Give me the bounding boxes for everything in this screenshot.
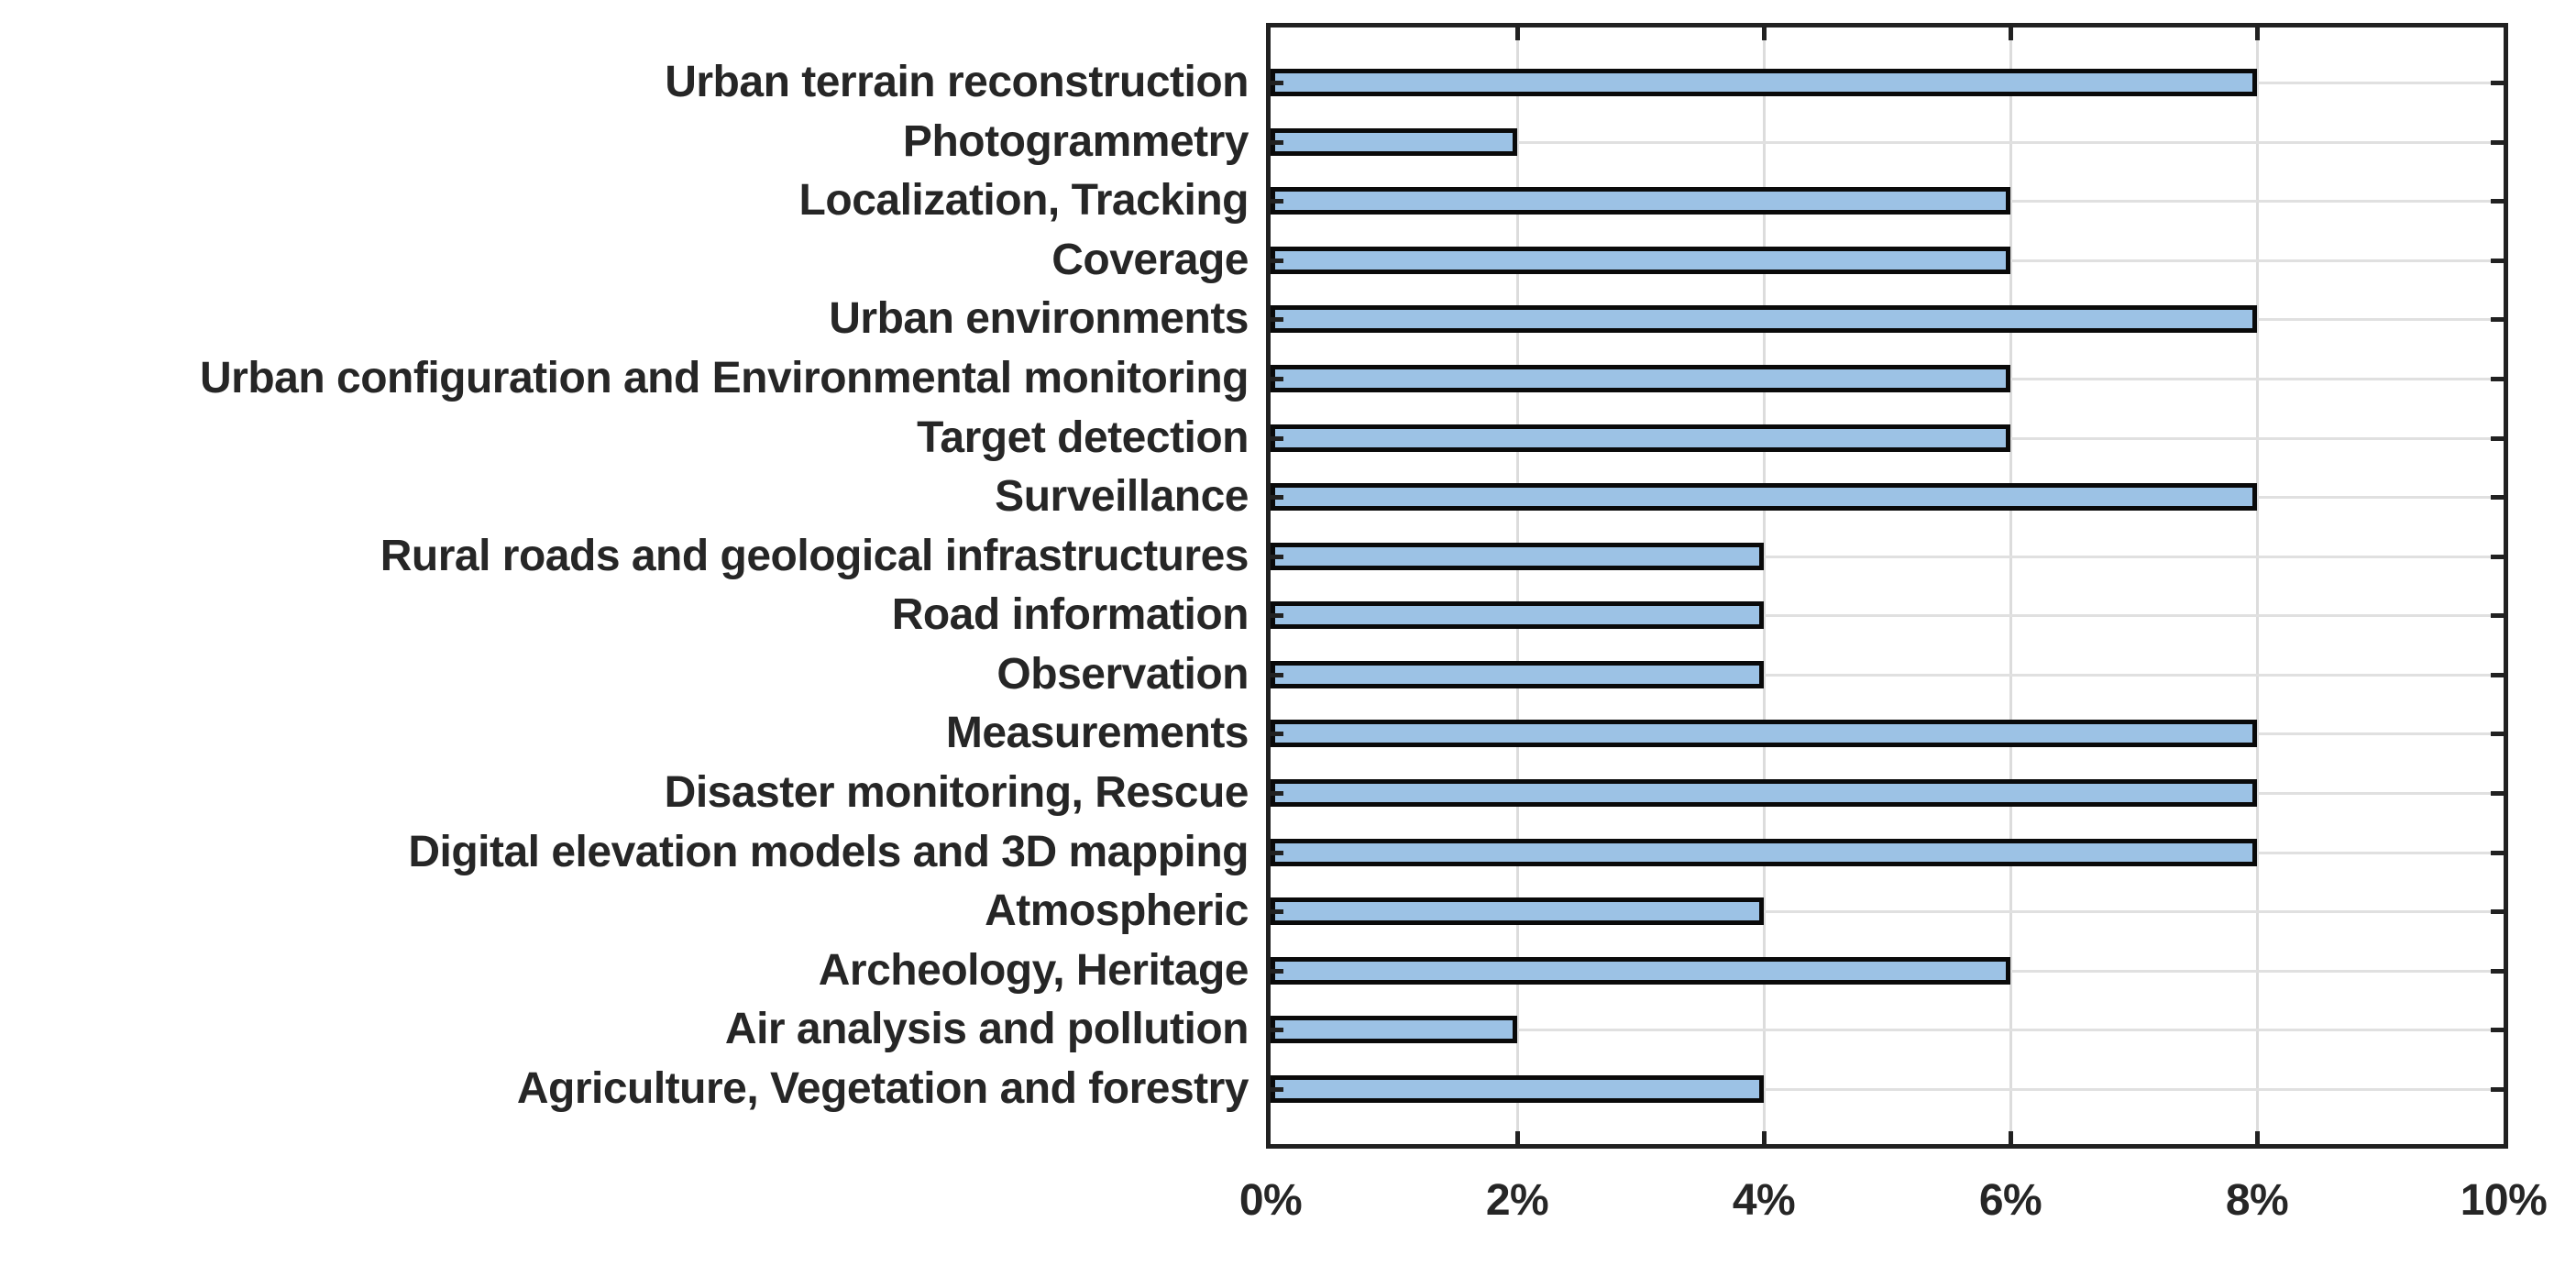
bar-8: [1271, 483, 2257, 511]
x-axis-tick-mark: [1762, 28, 1767, 40]
y-axis-tick-mark: [2491, 377, 2504, 381]
y-axis-tick-mark: [2491, 495, 2504, 500]
bar-2: [1271, 128, 1517, 156]
y-axis-tick-mark: [2491, 436, 2504, 441]
category-label: Agriculture, Vegetation and forestry: [516, 1064, 1249, 1113]
x-tick-label: 10%: [2460, 1176, 2548, 1225]
x-axis-tick-mark: [2009, 28, 2013, 40]
y-axis-tick-mark: [1271, 732, 1283, 736]
y-axis-tick-mark: [1271, 317, 1283, 322]
y-axis-tick-mark: [1271, 791, 1283, 796]
bar-12: [1271, 720, 2257, 747]
horizontal-gridline: [1271, 556, 2504, 558]
bar-11: [1271, 661, 1764, 688]
y-axis-tick-mark: [1271, 1028, 1283, 1032]
y-axis-tick-mark: [2491, 199, 2504, 204]
category-label: Rural roads and geological infrastructur…: [380, 532, 1249, 580]
category-label: Observation: [996, 650, 1249, 699]
y-axis-tick-mark: [2491, 851, 2504, 855]
y-axis-tick-mark: [2491, 969, 2504, 974]
y-axis-tick-mark: [2491, 81, 2504, 85]
category-label: Air analysis and pollution: [724, 1005, 1249, 1053]
x-axis-tick-mark: [1515, 28, 1520, 40]
x-tick-label: 8%: [2225, 1176, 2289, 1225]
bar-9: [1271, 543, 1764, 570]
category-label: Urban terrain reconstruction: [665, 58, 1249, 106]
category-label: Road information: [891, 590, 1249, 639]
bar-18: [1271, 1075, 1764, 1103]
category-label: Digital elevation models and 3D mapping: [408, 828, 1249, 876]
category-label: Target detection: [917, 413, 1249, 462]
bar-17: [1271, 1016, 1517, 1043]
x-axis-tick-mark: [2009, 1131, 2013, 1144]
y-axis-tick-mark: [2491, 613, 2504, 618]
y-axis-tick-mark: [2491, 1087, 2504, 1092]
bar-10: [1271, 601, 1764, 629]
y-axis-tick-mark: [2491, 317, 2504, 322]
plot-area: [1266, 23, 2508, 1149]
y-axis-tick-mark: [1271, 909, 1283, 914]
y-axis-tick-mark: [1271, 81, 1283, 85]
y-axis-tick-mark: [1271, 377, 1283, 381]
bar-7: [1271, 424, 2010, 452]
vertical-gridline: [2256, 28, 2259, 1144]
category-label: Localization, Tracking: [798, 176, 1249, 225]
vertical-gridline: [1763, 28, 1766, 1144]
horizontal-gridline: [1271, 1029, 2504, 1031]
horizontal-gridline: [1271, 614, 2504, 617]
category-label: Surveillance: [995, 472, 1249, 521]
category-label: Measurements: [945, 709, 1249, 757]
y-axis-tick-mark: [2491, 140, 2504, 145]
y-axis-tick-mark: [1271, 1087, 1283, 1092]
category-label: Disaster monitoring, Rescue: [664, 768, 1249, 817]
bar-5: [1271, 305, 2257, 333]
bar-13: [1271, 779, 2257, 807]
y-axis-tick-mark: [2491, 555, 2504, 559]
y-axis-tick-mark: [1271, 259, 1283, 263]
bar-16: [1271, 957, 2010, 985]
bar-3: [1271, 187, 2010, 215]
y-axis-tick-mark: [2491, 909, 2504, 914]
x-tick-label: 6%: [1978, 1176, 2042, 1225]
bar-4: [1271, 247, 2010, 274]
category-label: Photogrammetry: [902, 117, 1249, 166]
x-axis-tick-mark: [2255, 28, 2260, 40]
y-axis-tick-mark: [1271, 851, 1283, 855]
x-axis-tick-mark: [1762, 1131, 1767, 1144]
bar-1: [1271, 69, 2257, 96]
y-axis-tick-mark: [2491, 791, 2504, 796]
x-tick-label: 4%: [1732, 1176, 1796, 1225]
y-axis-tick-mark: [1271, 555, 1283, 559]
x-axis-tick-mark: [1515, 1131, 1520, 1144]
category-label: Coverage: [1051, 236, 1249, 284]
y-axis-tick-mark: [2491, 1028, 2504, 1032]
x-axis-tick-mark: [2255, 1131, 2260, 1144]
horizontal-gridline: [1271, 141, 2504, 144]
y-axis-tick-mark: [2491, 673, 2504, 677]
bar-14: [1271, 839, 2257, 866]
y-axis-tick-mark: [1271, 673, 1283, 677]
category-label: Urban configuration and Environmental mo…: [199, 354, 1249, 402]
bar-15: [1271, 897, 1764, 925]
vertical-gridline: [1516, 28, 1519, 1144]
horizontal-gridline: [1271, 910, 2504, 913]
y-axis-tick-mark: [1271, 613, 1283, 618]
y-axis-tick-mark: [1271, 140, 1283, 145]
horizontal-gridline: [1271, 674, 2504, 677]
x-tick-label: 2%: [1485, 1176, 1549, 1225]
category-label: Atmospheric: [985, 886, 1249, 935]
category-label: Urban environments: [829, 294, 1249, 343]
category-label: Archeology, Heritage: [818, 946, 1249, 995]
y-axis-tick-mark: [2491, 732, 2504, 736]
y-axis-tick-mark: [1271, 495, 1283, 500]
y-axis-tick-mark: [1271, 436, 1283, 441]
bar-6: [1271, 365, 2010, 392]
y-axis-tick-mark: [1271, 969, 1283, 974]
vertical-gridline: [2009, 28, 2012, 1144]
x-tick-label: 0%: [1238, 1176, 1303, 1225]
y-axis-tick-mark: [1271, 199, 1283, 204]
y-axis-tick-mark: [2491, 259, 2504, 263]
horizontal-gridline: [1271, 1088, 2504, 1091]
